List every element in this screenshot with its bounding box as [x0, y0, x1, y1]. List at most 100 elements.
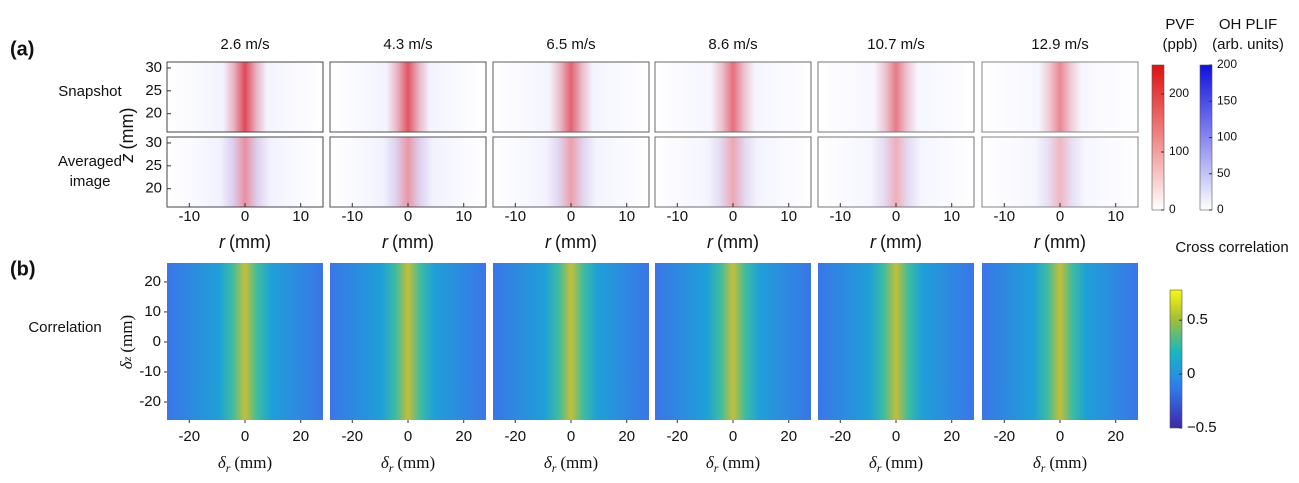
column-title: 4.3 m/s — [383, 36, 432, 53]
column-title: 2.6 m/s — [220, 36, 269, 53]
colorbar-tick-label: 100 — [1217, 130, 1237, 144]
axis-symbol: r — [219, 232, 226, 252]
axis-label: r (mm) — [545, 232, 597, 252]
image-panel — [329, 136, 487, 208]
colorbar — [1169, 289, 1183, 429]
colorbar-title: (ppb) — [1162, 36, 1197, 53]
x-tick-label: -20 — [504, 428, 526, 445]
x-tick-label: -20 — [341, 428, 363, 445]
x-tick-label: -10 — [993, 208, 1015, 225]
axis-symbol: δ — [117, 360, 136, 369]
axis-unit: (mm) — [1049, 453, 1087, 472]
colorbar-tick-label: 0 — [1217, 202, 1224, 216]
correlation-map — [655, 263, 811, 420]
x-tick-label: -20 — [993, 428, 1015, 445]
axis-label: r (mm) — [382, 232, 434, 252]
panel-label: (b) — [10, 258, 36, 280]
image-panel — [981, 136, 1139, 208]
x-tick-label: 0 — [892, 208, 900, 225]
colorbar-title: (arb. units) — [1212, 36, 1284, 53]
axis-label: δr (mm) — [869, 453, 923, 475]
x-tick-label: 0 — [1056, 428, 1064, 445]
colorbar-tick-label: 200 — [1169, 86, 1189, 100]
colorbar-tick-label: 0.5 — [1187, 311, 1208, 328]
axis-unit: (mm) — [392, 232, 434, 252]
correlation-map — [330, 263, 486, 420]
colorbar-tick-label: 50 — [1217, 166, 1231, 180]
colorbar-tick-label: 100 — [1169, 144, 1189, 158]
image-panel — [981, 61, 1139, 133]
axis-unit: (mm) — [1044, 232, 1086, 252]
axis-subscript: r — [552, 461, 557, 475]
axis-symbol: δ — [706, 453, 715, 472]
axis-symbol: z — [117, 153, 137, 163]
colorbar-tick-label: 150 — [1217, 93, 1237, 107]
x-tick-label: 0 — [404, 428, 412, 445]
x-tick-label: 10 — [618, 208, 635, 225]
image-panel — [166, 136, 324, 208]
x-tick-label: -10 — [829, 208, 851, 225]
x-tick-label: 10 — [780, 208, 797, 225]
correlation-map — [982, 263, 1138, 420]
correlation-map — [493, 263, 649, 420]
axis-symbol: δ — [1033, 453, 1042, 472]
axis-subscript: r — [389, 461, 394, 475]
y-tick-label: 10 — [144, 303, 161, 320]
axis-label: r (mm) — [1034, 232, 1086, 252]
y-tick-label: 30 — [145, 134, 162, 151]
axis-unit: (mm) — [880, 232, 922, 252]
y-tick-label: 0 — [153, 333, 161, 350]
image-panel — [654, 136, 812, 208]
x-tick-label: 10 — [943, 208, 960, 225]
x-tick-label: 20 — [292, 428, 309, 445]
axis-label: r (mm) — [707, 232, 759, 252]
column-title: 8.6 m/s — [708, 36, 757, 53]
axis-symbol: r — [545, 232, 552, 252]
y-tick-label: 25 — [145, 157, 162, 174]
colorbar-title: OH PLIF — [1219, 16, 1277, 33]
colorbar-title: Cross correlation — [1175, 239, 1288, 256]
x-tick-label: 0 — [241, 208, 249, 225]
axis-label: δr (mm) — [218, 453, 272, 475]
x-tick-label: 0 — [404, 208, 412, 225]
x-tick-label: 20 — [618, 428, 635, 445]
colorbar — [1151, 64, 1165, 211]
axis-unit: (mm) — [117, 108, 137, 150]
x-tick-label: 0 — [729, 428, 737, 445]
x-tick-label: -10 — [666, 208, 688, 225]
x-tick-label: -10 — [178, 208, 200, 225]
column-title: 12.9 m/s — [1031, 36, 1089, 53]
axis-symbol: δ — [544, 453, 553, 472]
y-tick-label: 30 — [145, 59, 162, 76]
axis-subscript: r — [877, 461, 882, 475]
row-label: Correlation — [28, 319, 101, 336]
axis-unit: (mm) — [885, 453, 923, 472]
axis-label: r (mm) — [870, 232, 922, 252]
axis-symbol: r — [1034, 232, 1041, 252]
x-tick-label: 0 — [1056, 208, 1064, 225]
axis-symbol: δ — [218, 453, 227, 472]
x-tick-label: -20 — [178, 428, 200, 445]
axis-unit: (mm) — [229, 232, 271, 252]
y-tick-label: 25 — [145, 82, 162, 99]
x-tick-label: 20 — [455, 428, 472, 445]
colorbar-tick-label: 0 — [1187, 365, 1195, 382]
x-tick-label: 0 — [567, 428, 575, 445]
colorbar-tick-label: 200 — [1217, 57, 1237, 71]
axis-symbol: δ — [869, 453, 878, 472]
x-tick-label: 20 — [780, 428, 797, 445]
axis-subscript: z — [120, 356, 134, 362]
axis-label: δr (mm) — [706, 453, 760, 475]
image-panel — [654, 61, 812, 133]
row-label: image — [70, 173, 111, 190]
x-tick-label: -10 — [341, 208, 363, 225]
axis-unit: (mm) — [717, 232, 759, 252]
colorbar-tick-label: 0 — [1169, 202, 1176, 216]
colorbar-tick-label: −0.5 — [1187, 419, 1217, 436]
axis-unit: (mm) — [234, 453, 272, 472]
x-tick-label: 10 — [292, 208, 309, 225]
axis-label: δz (mm) — [117, 315, 136, 369]
image-panel — [166, 61, 324, 133]
x-tick-label: -10 — [504, 208, 526, 225]
correlation-map — [818, 263, 974, 420]
